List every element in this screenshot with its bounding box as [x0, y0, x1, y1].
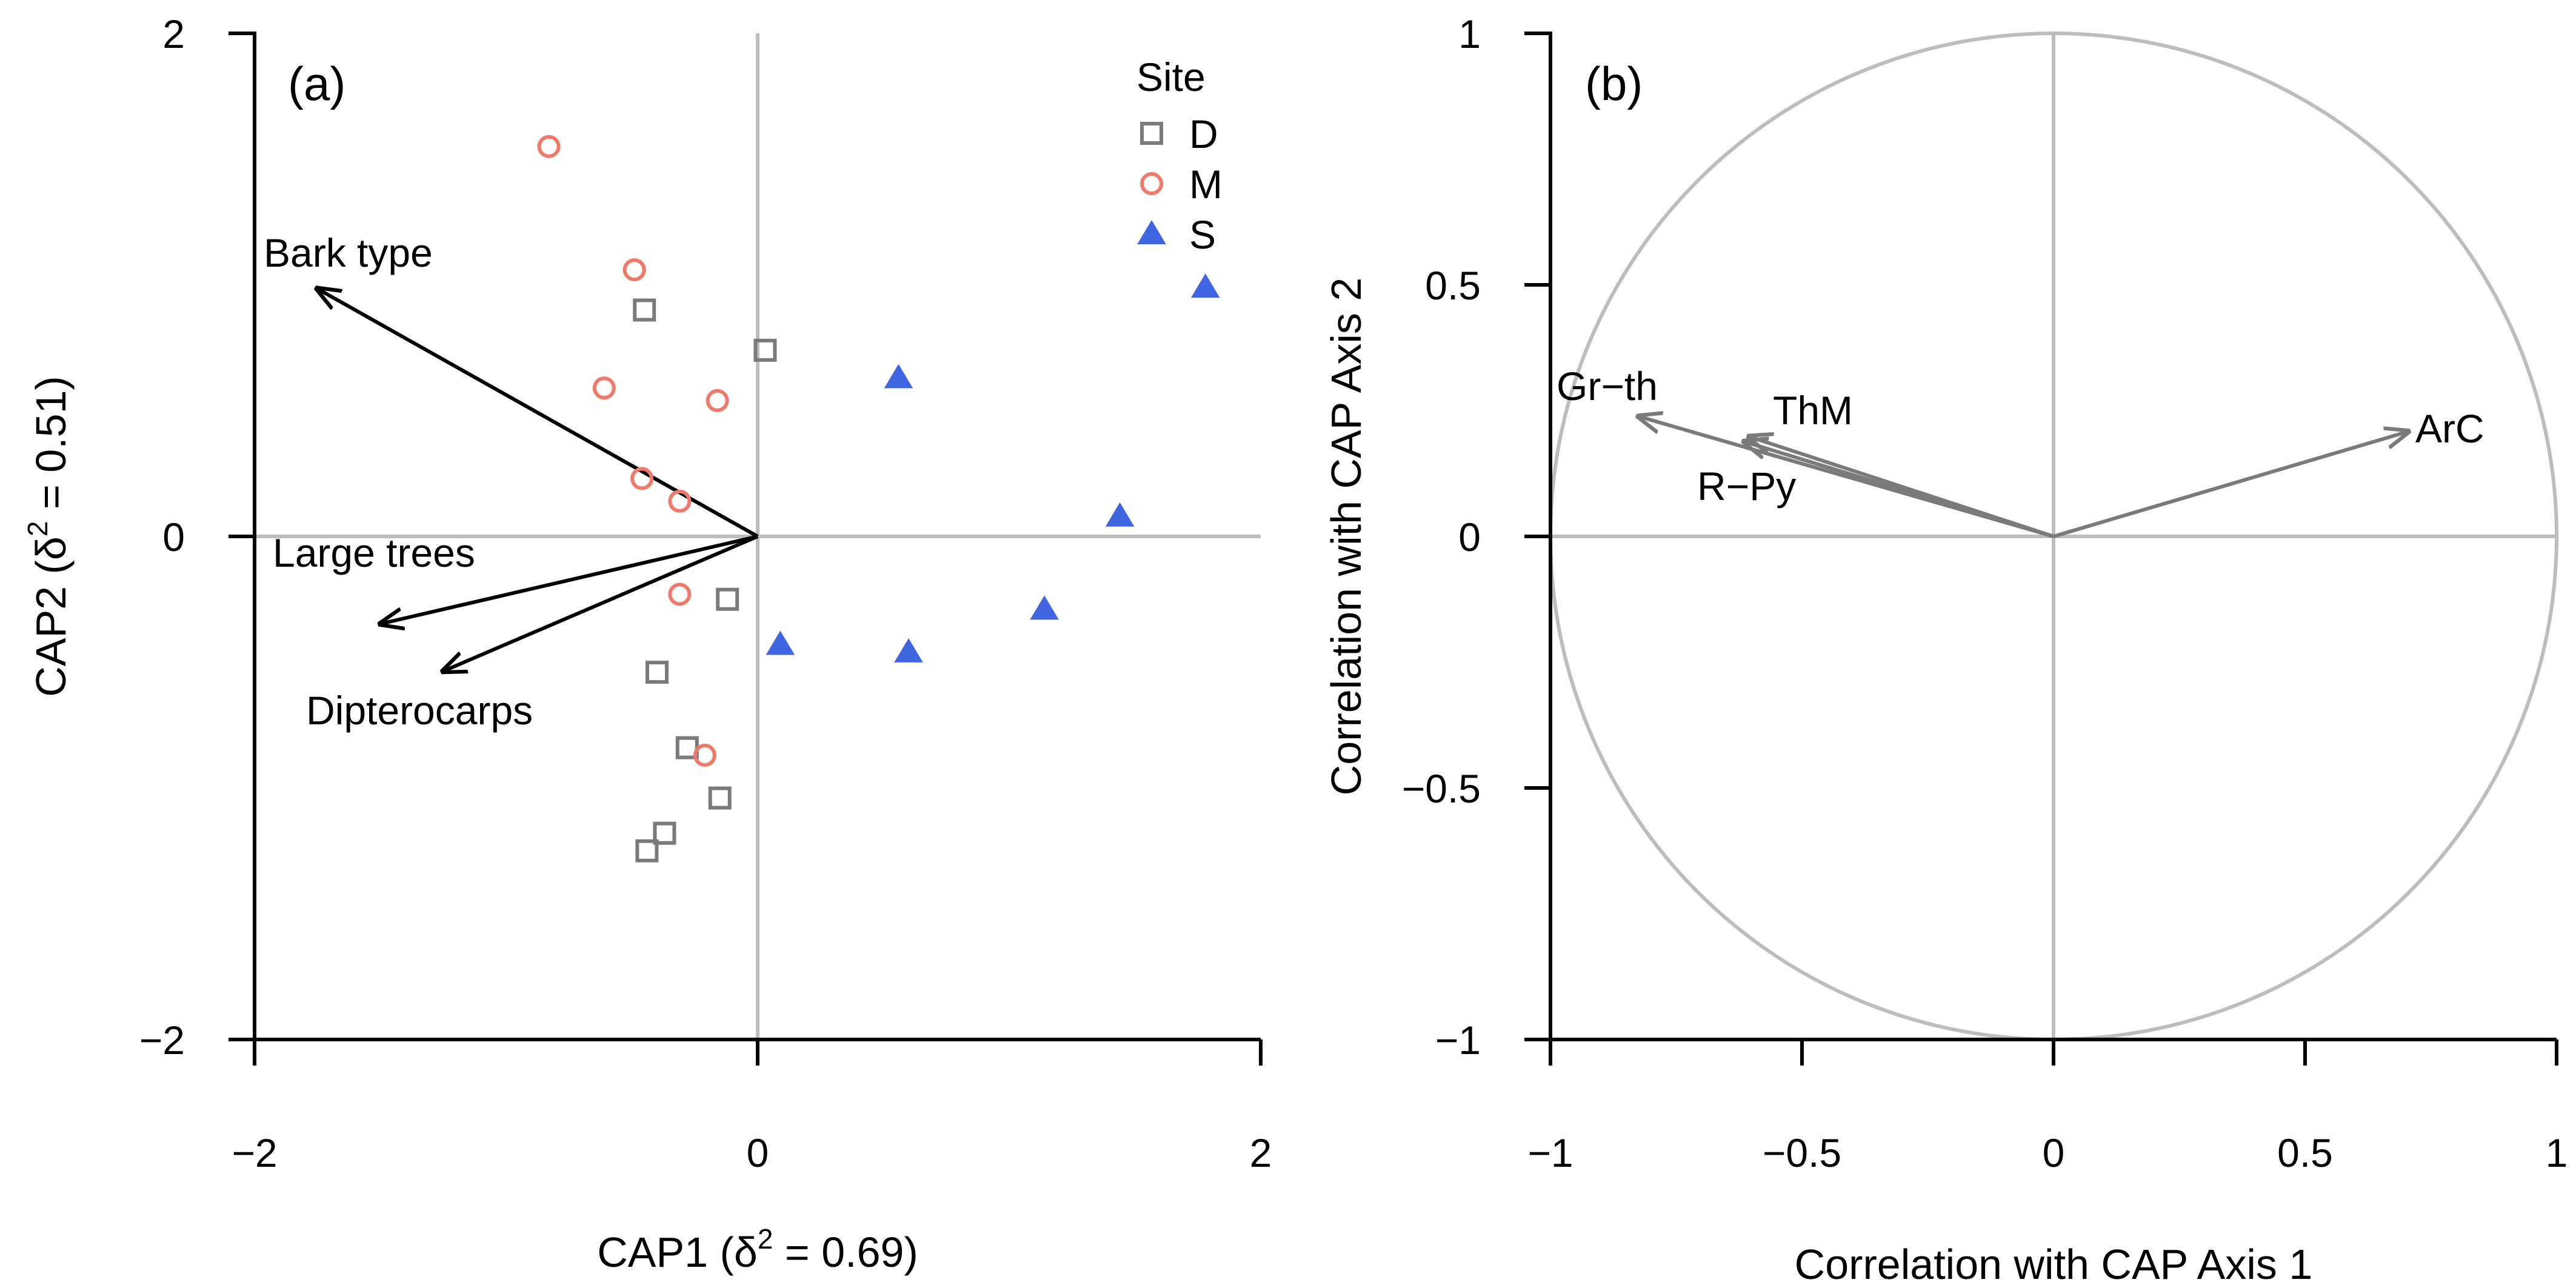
y-tick-label: 2 [162, 12, 185, 56]
vector-label-gr-th: Gr−th [1557, 364, 1658, 409]
point-site-d [635, 839, 659, 863]
point-site-s [766, 630, 795, 655]
x-tick-label: 1 [2546, 1130, 2568, 1175]
x-axis-label-superscript: 2 [758, 1223, 773, 1255]
vector-r-py [1741, 441, 2054, 538]
x-tick-label: 0.5 [2277, 1130, 2333, 1175]
vector-large-trees [378, 535, 758, 624]
y-axis-label: Correlation with CAP Axis 2 [1323, 278, 1370, 796]
point-site-m [668, 582, 692, 606]
point-site-m [622, 258, 646, 282]
x-tick-label: 0 [2043, 1130, 2065, 1175]
legend-label-s: S [1189, 212, 1216, 257]
legend: Site DMS [1136, 55, 1223, 257]
y-tick-label: 0 [1458, 515, 1481, 559]
vector-label-large-trees: Large trees [273, 530, 475, 575]
point-site-d [716, 587, 739, 611]
y-tick-label: 0 [162, 515, 185, 559]
legend-label-m: M [1189, 162, 1223, 207]
point-site-d [646, 661, 669, 684]
x-tick-label: −2 [232, 1130, 277, 1175]
point-site-m [668, 489, 692, 513]
vector-label-r-py: R−Py [1697, 464, 1796, 509]
y-axis-label-superscript: 2 [22, 521, 53, 537]
y-axis-label-suffix: = 0.51) [27, 376, 75, 521]
point-site-s [1030, 595, 1059, 620]
legend-marker-s [1137, 220, 1166, 244]
x-tick-label: 0 [747, 1130, 769, 1175]
x-tick-label: 2 [1250, 1130, 1272, 1175]
x-axis-label: CAP1 (δ2 = 0.69) [597, 1223, 918, 1276]
legend-title: Site [1136, 55, 1206, 99]
point-site-m [537, 135, 561, 158]
point-site-d [633, 298, 656, 322]
point-site-m [706, 389, 729, 412]
point-site-s [1190, 273, 1220, 298]
legend-marker-d [1140, 122, 1163, 145]
y-axis-label: CAP2 (δ2 = 0.51) [22, 376, 75, 697]
legend-label-d: D [1189, 112, 1218, 156]
x-tick-label: −0.5 [1763, 1130, 1841, 1175]
vector-label-bark-type: Bark type [264, 230, 433, 275]
point-site-s [894, 638, 923, 662]
legend-marker-m [1140, 172, 1163, 195]
x-axis-label: Correlation with CAP Axis 1 [1795, 1241, 2313, 1288]
cap-ordination-panel: −2 0 2 −2 0 2 Bark type Large trees Dipterocar… [22, 12, 1272, 1276]
point-site-s [1105, 502, 1135, 527]
x-tick-label: −1 [1527, 1130, 1573, 1175]
x-axis-label-prefix: CAP1 (δ [597, 1229, 758, 1276]
y-tick-label: −2 [139, 1018, 185, 1063]
point-site-d [753, 338, 777, 362]
vector-label-dipterocarps: Dipterocarps [306, 688, 533, 733]
y-tick-label: 0.5 [1425, 263, 1481, 308]
y-tick-label: −0.5 [1402, 766, 1481, 811]
vector-bark-type [315, 287, 759, 538]
panel-label: (a) [288, 57, 345, 110]
vector-label-thm: ThM [1773, 388, 1853, 433]
vector-arc [2053, 431, 2411, 538]
y-tick-label: 1 [1458, 12, 1481, 56]
point-site-d [653, 821, 676, 845]
point-site-m [630, 467, 654, 490]
vector-label-arc: ArC [2415, 406, 2484, 451]
point-site-m [592, 376, 616, 400]
y-axis-label-prefix: CAP2 (δ [27, 536, 75, 697]
x-axis-label-suffix: = 0.69) [773, 1229, 918, 1276]
vector-dipterocarps [441, 535, 759, 672]
y-tick-label: −1 [1435, 1018, 1481, 1063]
point-site-d [708, 786, 732, 810]
panel-label: (b) [1585, 57, 1643, 110]
point-site-m [693, 744, 716, 767]
correlation-circle-panel: −1 −0.5 0 0.5 1 −1−0.500.51 Gr−thThMR−PyArC … [1323, 12, 2568, 1288]
point-site-s [884, 364, 913, 389]
